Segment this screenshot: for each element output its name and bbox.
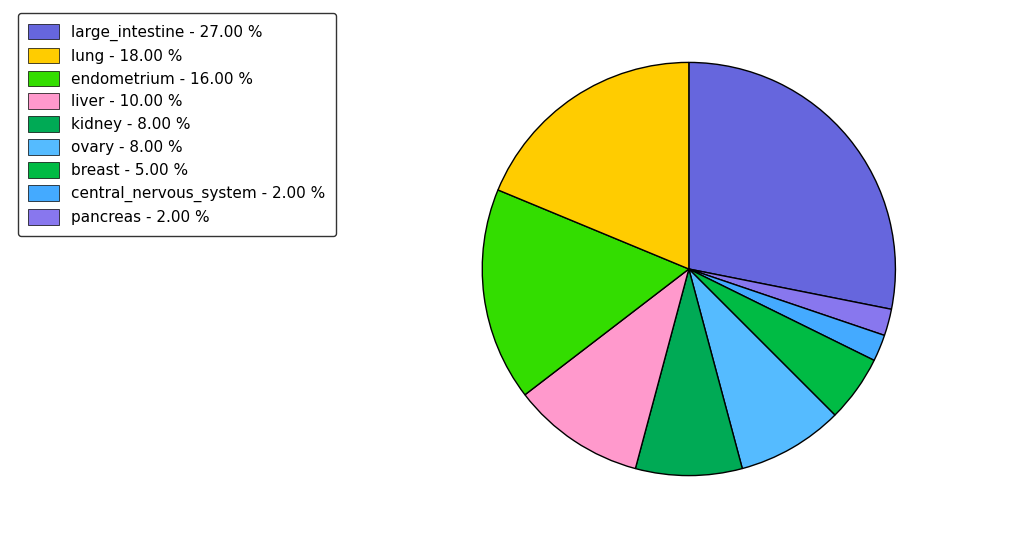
Wedge shape bbox=[689, 62, 895, 309]
Wedge shape bbox=[689, 269, 884, 360]
Wedge shape bbox=[689, 269, 874, 415]
Legend: large_intestine - 27.00 %, lung - 18.00 %, endometrium - 16.00 %, liver - 10.00 : large_intestine - 27.00 %, lung - 18.00 … bbox=[18, 13, 336, 236]
Wedge shape bbox=[689, 269, 891, 335]
Wedge shape bbox=[525, 269, 689, 469]
Wedge shape bbox=[498, 62, 689, 269]
Wedge shape bbox=[482, 190, 689, 395]
Wedge shape bbox=[635, 269, 743, 476]
Wedge shape bbox=[689, 269, 835, 469]
